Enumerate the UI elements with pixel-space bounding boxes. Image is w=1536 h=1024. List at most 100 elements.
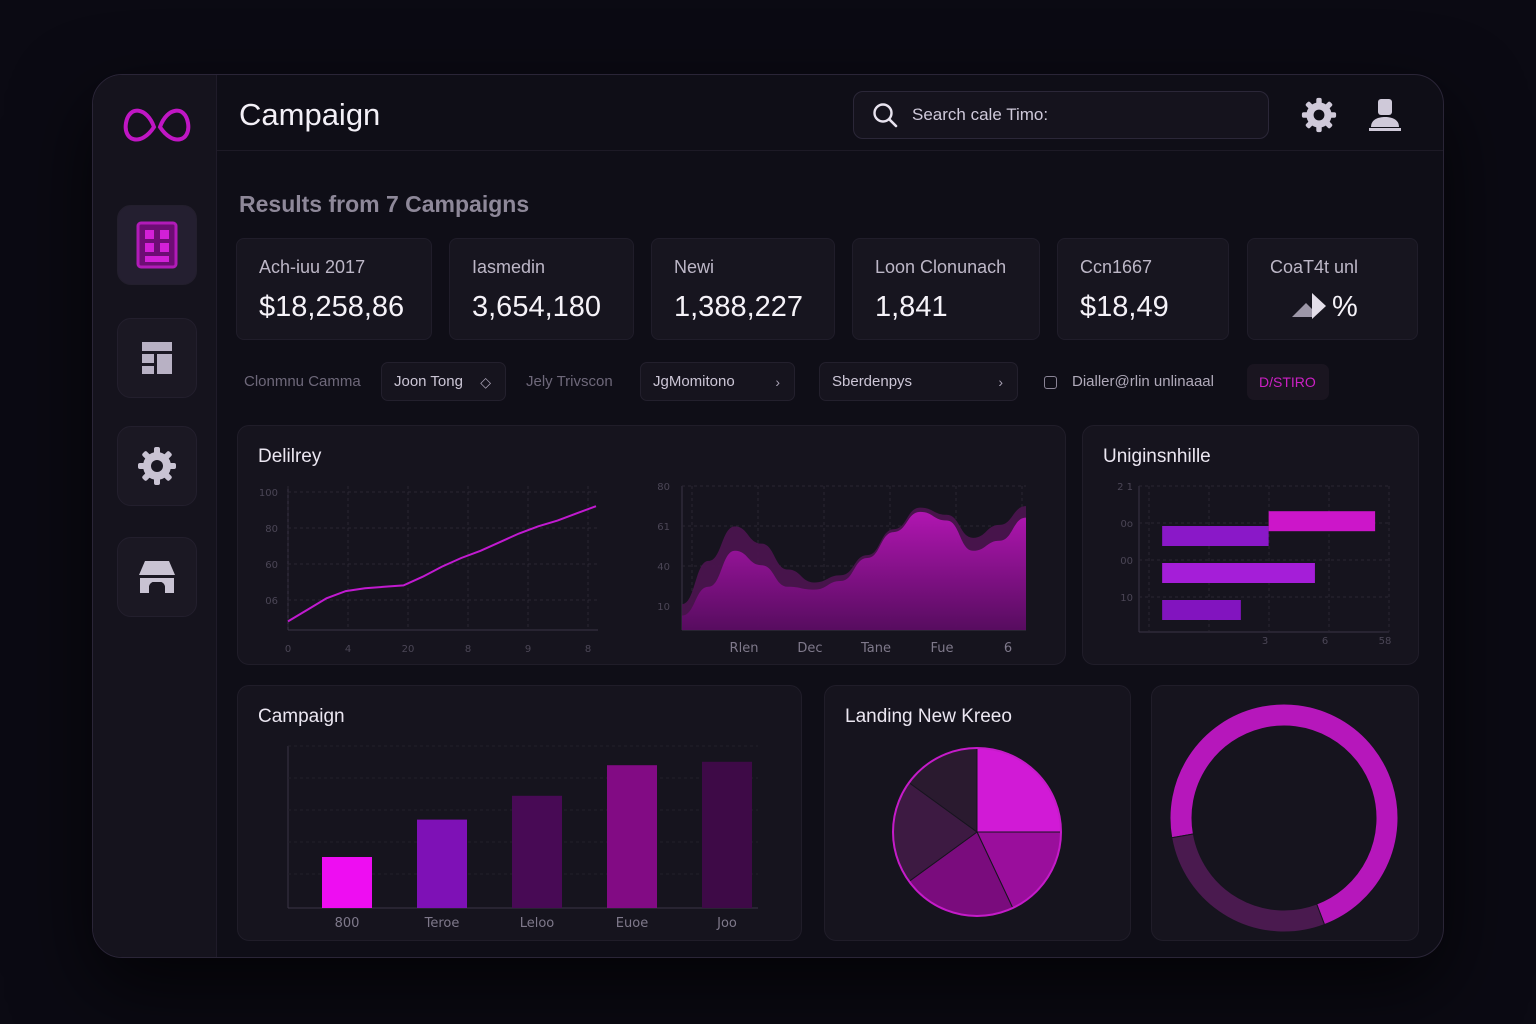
chevron-right-icon: › <box>775 374 780 390</box>
x-tick-label: Fue <box>930 641 953 656</box>
kpi-label: Loon Clonunach <box>875 257 1007 277</box>
kpi-card[interactable]: Newi 1,388,227 <box>651 238 835 340</box>
x-tick-label: 8 <box>585 644 591 655</box>
top-header: Campaign <box>217 75 1443 151</box>
x-tick-label: 8 <box>465 644 471 655</box>
chevron-right-icon: › <box>998 374 1003 390</box>
page-title: Campaign <box>239 97 381 132</box>
filter-dropdown[interactable]: Joon Tong ◇ <box>381 362 506 401</box>
landing-pie-chart <box>892 747 1062 917</box>
campaign-panel: Campaign 800 Teroe Leloo Euoe Joo <box>237 685 802 941</box>
y-tick-label: 00 <box>1120 556 1133 567</box>
unique-panel: Uniginsnhille 2 1 0o 00 10 3 6 58 <box>1082 425 1419 665</box>
nav-campaigns[interactable] <box>117 205 197 285</box>
filter-dropdown[interactable]: JgMomitono › <box>640 362 795 401</box>
filter-dropdown-label: JgMomitono <box>653 373 735 390</box>
filter-label: Clonmnu Camma <box>244 373 361 390</box>
filter-dropdown-label: Joon Tong <box>394 373 463 390</box>
x-tick-label: 0 <box>285 644 291 655</box>
sidebar <box>93 75 217 957</box>
x-tick-label: Tane <box>860 641 891 656</box>
kpi-card[interactable]: Ach-iuu 2017 $18,258,86 <box>236 238 432 340</box>
hbar <box>1162 600 1241 620</box>
hbar <box>1162 526 1269 546</box>
kpi-label: CoaT4t unl <box>1270 257 1359 277</box>
x-tick-label: 4 <box>345 644 351 655</box>
kpi-value: 1,841 <box>875 291 948 323</box>
y-tick-label: 2 1 <box>1117 482 1133 493</box>
area-series-front <box>682 511 1026 630</box>
bar <box>322 857 372 908</box>
y-tick-label: 10 <box>1120 593 1133 604</box>
app-logo[interactable] <box>121 101 193 153</box>
kpi-card[interactable]: CoaT4t unl % <box>1247 238 1418 340</box>
kpi-value: $18,258,86 <box>259 291 405 323</box>
status-tag-label: D/STIRO <box>1259 374 1316 390</box>
pie-outline <box>892 747 1062 917</box>
settings-gear-icon[interactable] <box>1301 97 1337 133</box>
reach-area-chart: 80 61 40 10 Rlen Dec Tane Fue 6 <box>657 482 1026 656</box>
x-tick-label: Teroe <box>424 916 460 931</box>
delivery-line-chart: 100 80 60 06 0 4 20 8 9 8 <box>259 486 598 655</box>
gear-icon <box>138 447 176 485</box>
kpi-card[interactable]: Loon Clonunach 1,841 <box>852 238 1040 340</box>
bar <box>417 819 467 908</box>
x-tick-label: 800 <box>335 916 360 931</box>
x-tick-label: 9 <box>525 644 531 655</box>
nav-store[interactable] <box>117 537 197 617</box>
y-tick-label: 61 <box>657 522 670 533</box>
kpi-label: Ccn1667 <box>1080 257 1153 277</box>
bar <box>702 761 752 908</box>
kpi-card[interactable]: Iasmedin 3,654,180 <box>449 238 634 340</box>
delivery-panel: Delilrey 100 80 60 06 0 4 20 8 9 8 80 61 40 10 Rlen De… <box>237 425 1066 665</box>
kpi-value: $18,49 <box>1080 291 1169 323</box>
kpi-value: 1,388,227 <box>674 291 804 323</box>
hbar <box>1162 563 1315 583</box>
panel-title: Campaign <box>258 706 345 727</box>
y-tick-label: 0o <box>1121 519 1133 530</box>
bar <box>607 765 657 908</box>
hbar <box>1268 511 1376 532</box>
user-icon[interactable] <box>1367 97 1403 133</box>
search-input[interactable] <box>912 105 1252 125</box>
x-tick-label: 6 <box>1004 641 1012 656</box>
delivery-line <box>287 505 597 623</box>
store-icon <box>139 561 175 593</box>
bar <box>512 795 562 908</box>
unique-hbar-chart: 2 1 0o 00 10 3 6 58 <box>1117 482 1391 647</box>
diamond-icon: ◇ <box>480 374 491 390</box>
y-tick-label: 80 <box>265 524 278 535</box>
y-tick-label: 10 <box>657 602 670 613</box>
y-tick-label: 60 <box>265 560 278 571</box>
x-tick-label: Rlen <box>730 641 759 656</box>
y-tick-label: 06 <box>265 596 278 607</box>
filter-checkbox[interactable] <box>1044 376 1057 389</box>
nav-settings[interactable] <box>117 426 197 506</box>
nav-dashboard[interactable] <box>117 318 197 398</box>
campaign-bar-chart: 800 Teroe Leloo Euoe Joo <box>287 745 758 931</box>
x-tick-label: Dec <box>797 641 822 656</box>
y-tick-label: 80 <box>657 482 670 493</box>
x-tick-label: Leloo <box>520 916 555 931</box>
search-icon <box>873 103 898 128</box>
status-tag[interactable]: D/STIRO <box>1247 364 1329 400</box>
y-tick-label: 40 <box>657 562 670 573</box>
x-tick-label: 20 <box>402 644 415 655</box>
donut-chart <box>1169 703 1399 933</box>
x-tick-label: Euoe <box>616 916 648 931</box>
filter-label: Jely Trivscon <box>526 373 613 390</box>
kpi-card[interactable]: Ccn1667 $18,49 <box>1057 238 1229 340</box>
x-tick-label: Joo <box>716 916 737 931</box>
kpi-label: Iasmedin <box>472 257 546 277</box>
panel-title: Delilrey <box>258 446 322 467</box>
search-bar[interactable] <box>853 91 1269 139</box>
app-window: Campaign Results from 7 Campaigns <box>92 74 1444 958</box>
panel-title: Uniginsnhille <box>1103 446 1211 467</box>
x-tick-label: 3 <box>1262 636 1268 647</box>
filter-dropdown[interactable]: Sberdenpys › <box>819 362 1018 401</box>
trend-arrow-icon <box>1292 293 1326 319</box>
pie-slice <box>1171 833 1326 933</box>
y-tick-label: 100 <box>259 488 278 499</box>
panel-title: Landing New Kreeo <box>845 706 1012 727</box>
layout-icon <box>142 342 172 374</box>
